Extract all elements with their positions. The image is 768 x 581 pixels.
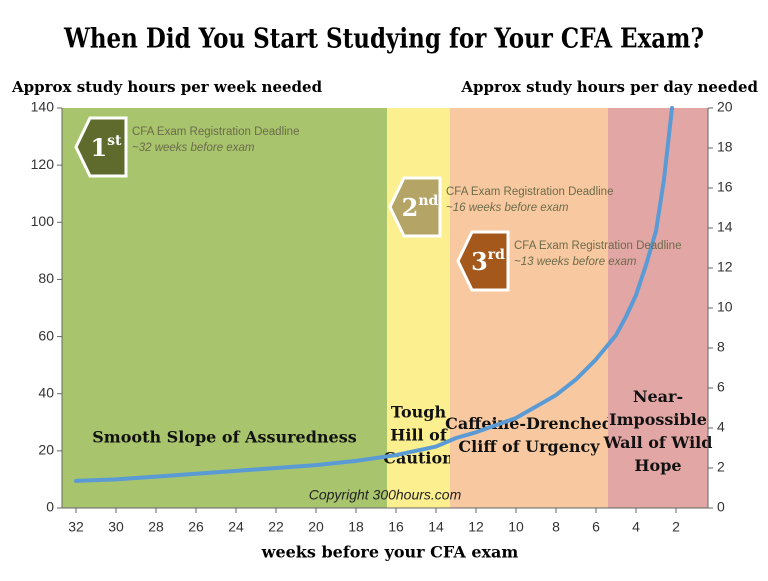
x-tick-label: 16 (388, 519, 404, 535)
x-tick-label: 26 (188, 519, 204, 535)
annotation-text: CFA Exam Registration Deadline (446, 186, 613, 198)
badge (388, 176, 442, 238)
y-tick-label: 0 (46, 499, 54, 515)
annotation-subtext: ~16 weeks before exam (446, 202, 569, 214)
y2-tick-label: 6 (717, 379, 725, 395)
x-tick-label: 12 (468, 519, 484, 535)
x-tick-label: 24 (228, 519, 244, 535)
region-label: Hill of (390, 426, 448, 445)
region-label: Caffeine-Drenched (445, 414, 613, 433)
y2-axis-label: Approx study hours per day needed (460, 78, 758, 96)
y-tick-label: 80 (38, 270, 54, 286)
region-label: Tough (391, 403, 447, 422)
y2-tick-label: 0 (717, 499, 725, 515)
y2-tick-label: 14 (717, 219, 733, 235)
x-tick-label: 6 (592, 519, 600, 535)
y2-tick-label: 12 (717, 259, 733, 275)
x-tick-label: 32 (68, 519, 84, 535)
region (608, 108, 708, 508)
x-tick-label: 20 (308, 519, 324, 535)
x-axis-label: weeks before your CFA exam (261, 543, 519, 562)
x-tick-label: 14 (428, 519, 444, 535)
badge-suffix: rd (488, 247, 505, 263)
x-tick-label: 2 (672, 519, 680, 535)
badge-text: 3rd (471, 247, 505, 276)
y2-tick-label: 8 (717, 339, 725, 355)
y2-tick-label: 16 (717, 179, 733, 195)
badge-ordinal: 1 (90, 133, 107, 162)
y2-tick-label: 4 (717, 419, 725, 435)
badge-suffix: nd (418, 193, 438, 209)
region-label: Impossible (609, 410, 707, 429)
y-tick-label: 20 (38, 442, 54, 458)
badge-ordinal: 3 (471, 247, 488, 276)
y-tick-label: 120 (31, 156, 55, 172)
y2-tick-label: 10 (717, 299, 733, 315)
region-label: Hope (634, 456, 681, 475)
badge-suffix: st (107, 133, 122, 149)
x-tick-label: 8 (552, 519, 560, 535)
x-tick-label: 22 (268, 519, 284, 535)
y2-tick-label: 2 (717, 459, 725, 475)
y-tick-label: 140 (31, 99, 55, 115)
region-label: Cliff of Urgency (458, 437, 600, 456)
y-tick-label: 60 (38, 327, 54, 343)
region (450, 108, 608, 508)
badge-ordinal: 2 (402, 193, 419, 222)
badge (456, 230, 510, 292)
annotation-subtext: ~13 weeks before exam (514, 256, 637, 268)
region-label: Wall of Wild (603, 433, 713, 452)
badge (74, 116, 128, 178)
line (74, 106, 674, 483)
x-tick-label: 10 (508, 519, 524, 535)
chart-title: When Did You Start Studying for Your CFA… (63, 24, 704, 55)
annotation-text: CFA Exam Registration Deadline (132, 126, 299, 138)
annotation-subtext: ~32 weeks before exam (132, 142, 255, 154)
x-tick-label: 30 (108, 519, 124, 535)
y-tick-label: 40 (38, 384, 54, 400)
x-tick-label: 18 (348, 519, 364, 535)
region-label: Smooth Slope of Assuredness (92, 428, 356, 447)
y2-tick-label: 20 (717, 99, 733, 115)
badge-text: 1st (90, 133, 122, 162)
region (387, 108, 450, 508)
x-tick-label: 28 (148, 519, 164, 535)
y2-tick-label: 18 (717, 139, 733, 155)
credit: Copyright 300hours.com (309, 487, 462, 503)
region-label: Near- (633, 387, 683, 406)
x-tick-label: 4 (632, 519, 640, 535)
badge-text: 2nd (402, 193, 439, 222)
y-tick-label: 100 (31, 213, 55, 229)
y-axis-label: Approx study hours per week needed (11, 78, 323, 96)
annotation-text: CFA Exam Registration Deadline (514, 240, 681, 252)
